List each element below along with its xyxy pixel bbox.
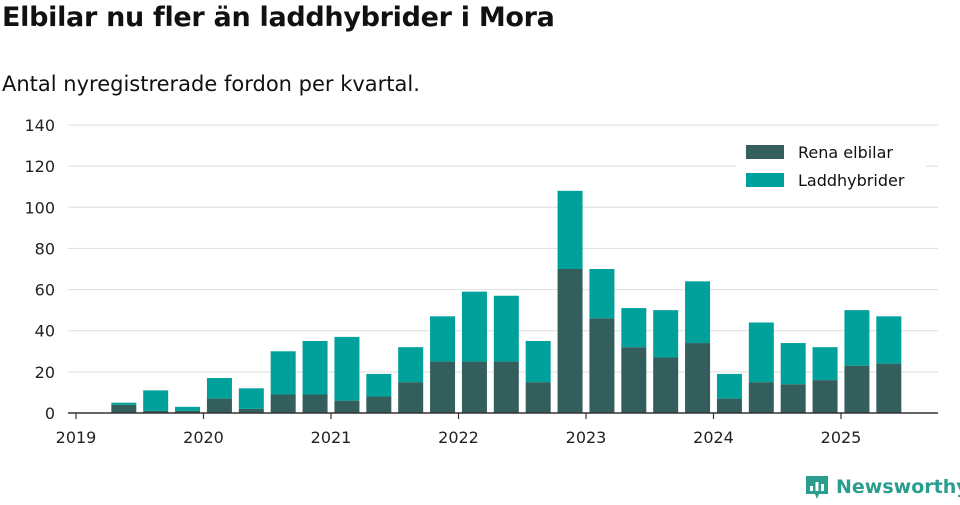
y-tick-label: 140 (24, 116, 55, 135)
bar-rena-elbilar (780, 384, 806, 413)
legend-swatch (746, 173, 784, 187)
bar-rena-elbilar (334, 400, 360, 413)
bar-laddhybrider (557, 190, 583, 269)
bar-laddhybrider (175, 406, 201, 411)
x-tick-label: 2022 (438, 428, 479, 447)
bar-rena-elbilar (430, 361, 456, 413)
y-tick-label: 60 (35, 281, 55, 300)
y-tick-label: 100 (24, 198, 55, 217)
legend-swatch (746, 145, 784, 159)
bar-rena-elbilar (525, 382, 551, 413)
chart-title: Elbilar nu fler än laddhybrider i Mora (2, 2, 555, 33)
bar-rena-elbilar (302, 394, 328, 413)
bar-laddhybrider (780, 343, 806, 385)
x-tick-label: 2023 (566, 428, 607, 447)
bar-rena-elbilar (557, 269, 583, 413)
bar-laddhybrider (685, 281, 711, 344)
newsworthy-logo: Newsworthy (804, 474, 960, 500)
chart-subtitle: Antal nyregistrerade fordon per kvartal. (2, 72, 420, 96)
bar-rena-elbilar (716, 398, 742, 413)
bar-rena-elbilar (621, 347, 647, 413)
bar-laddhybrider (398, 347, 424, 383)
y-tick-label: 0 (45, 404, 55, 423)
bar-rena-elbilar (653, 357, 679, 413)
bar-laddhybrider (493, 295, 519, 362)
bar-laddhybrider (111, 402, 137, 405)
legend-label: Rena elbilar (798, 143, 893, 162)
bar-rena-elbilar (366, 396, 392, 413)
y-tick-label: 80 (35, 239, 55, 258)
bar-rena-elbilar (812, 380, 838, 413)
bar-laddhybrider (430, 316, 456, 362)
bar-laddhybrider (716, 373, 742, 399)
bar-rena-elbilar (111, 404, 137, 413)
y-tick-label: 40 (35, 322, 55, 341)
bar-laddhybrider (366, 373, 392, 397)
bar-rena-elbilar (876, 363, 902, 413)
bar-rena-elbilar (461, 361, 487, 413)
bar-laddhybrider (461, 291, 487, 362)
bar-rena-elbilar (175, 410, 201, 413)
bar-laddhybrider (525, 341, 551, 383)
bar-rena-elbilar (493, 361, 519, 413)
bar-laddhybrider (748, 322, 774, 383)
bar-rena-elbilar (685, 343, 711, 413)
bar-laddhybrider (621, 308, 647, 348)
bar-laddhybrider (143, 390, 169, 411)
bar-rena-elbilar (398, 382, 424, 413)
bar-laddhybrider (206, 378, 232, 399)
bar-rena-elbilar (844, 365, 870, 413)
x-tick-label: 2025 (821, 428, 862, 447)
bar-laddhybrider (302, 341, 328, 395)
bar-rena-elbilar (238, 408, 264, 413)
bar-laddhybrider (653, 310, 679, 358)
x-tick-label: 2021 (311, 428, 352, 447)
bar-rena-elbilar (589, 318, 615, 413)
x-tick-label: 2024 (693, 428, 734, 447)
bar-laddhybrider (844, 310, 870, 366)
x-tick-label: 2019 (56, 428, 97, 447)
bar-rena-elbilar (270, 394, 296, 413)
bar-laddhybrider (270, 351, 296, 395)
legend-label: Laddhybrider (798, 171, 905, 190)
x-tick-label: 2020 (183, 428, 224, 447)
bar-laddhybrider (589, 269, 615, 319)
bar-rena-elbilar (748, 382, 774, 413)
brand-name: Newsworthy (836, 476, 960, 498)
bar-laddhybrider (238, 388, 264, 409)
bar-laddhybrider (334, 336, 360, 401)
newsworthy-icon (806, 476, 828, 499)
bar-laddhybrider (812, 347, 838, 381)
bar-rena-elbilar (143, 410, 169, 413)
bar-rena-elbilar (206, 398, 232, 413)
bar-laddhybrider (876, 316, 902, 364)
y-tick-label: 120 (24, 157, 55, 176)
y-tick-label: 20 (35, 363, 55, 382)
